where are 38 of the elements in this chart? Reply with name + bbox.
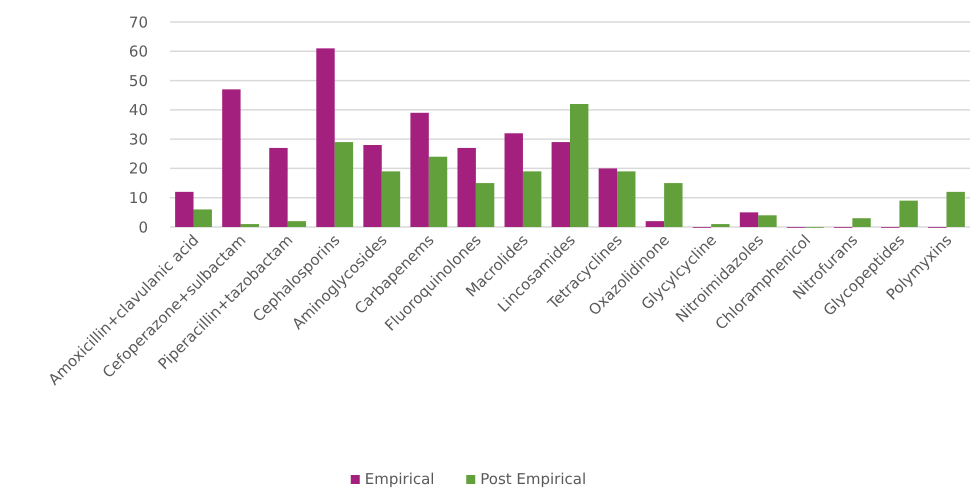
bar — [646, 221, 664, 227]
bar — [852, 218, 871, 227]
bar — [240, 224, 259, 227]
bar — [457, 148, 476, 227]
bar — [552, 142, 570, 227]
bar — [946, 192, 965, 227]
y-tick-label: 70 — [128, 13, 148, 32]
y-tick-label: 20 — [128, 160, 148, 178]
y-tick-label: 50 — [128, 72, 148, 90]
bar — [269, 148, 288, 227]
bar — [598, 168, 618, 227]
bar — [288, 221, 306, 227]
bar — [194, 209, 212, 227]
y-tick-label: 0 — [138, 218, 148, 236]
bar — [428, 156, 448, 227]
legend-label: Post Empirical — [480, 470, 586, 488]
bar — [899, 200, 918, 227]
bar — [334, 142, 354, 227]
y-tick-label: 10 — [128, 188, 148, 207]
bar — [711, 224, 730, 227]
bar — [522, 171, 542, 227]
bar — [664, 183, 683, 227]
bar — [476, 183, 494, 227]
bar — [758, 215, 777, 227]
bar — [175, 192, 194, 227]
y-tick-label: 60 — [128, 42, 148, 61]
bar — [570, 104, 588, 227]
bar — [363, 145, 382, 227]
bar — [316, 48, 335, 227]
bar — [382, 171, 400, 227]
bar — [222, 89, 241, 227]
bar — [740, 212, 758, 227]
y-tick-label: 40 — [128, 101, 148, 120]
legend-label: Empirical — [364, 470, 434, 488]
bar — [617, 171, 636, 227]
bar — [504, 133, 523, 227]
bar — [410, 112, 429, 227]
y-tick-label: 30 — [128, 130, 148, 148]
